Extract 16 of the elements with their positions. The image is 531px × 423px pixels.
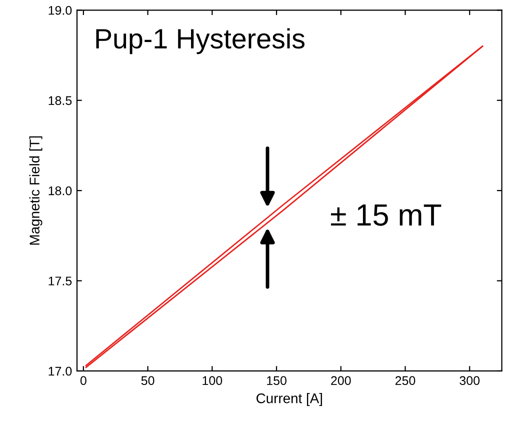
y-tick-label: 17.0 (48, 366, 72, 376)
x-axis-title: Current [A] (256, 393, 322, 406)
x-tick-label: 200 (331, 376, 351, 386)
x-tick-label: 150 (267, 376, 286, 386)
y-tick-label: 18.5 (48, 96, 72, 106)
y-axis-title: Magnetic Field [T] (29, 136, 42, 245)
y-tick-label: 19.0 (48, 6, 72, 15)
x-tick-label: 300 (460, 376, 480, 386)
text: Pup-1 Hysteresis (96, 28, 304, 54)
y-tick-label: 18.0 (48, 186, 72, 196)
x-tick-label: 0 (80, 376, 86, 386)
annotation: ± 15 mT (330, 204, 442, 226)
y-tick-label: 17.5 (48, 276, 72, 286)
x-tick-label: 100 (202, 376, 222, 386)
x-tick-label: 250 (395, 376, 416, 386)
x-tick-label: 50 (141, 376, 154, 386)
